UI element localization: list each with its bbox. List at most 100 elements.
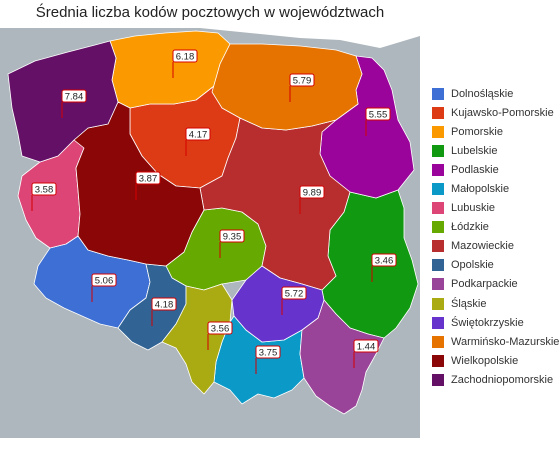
value-text: 4.18 bbox=[155, 299, 174, 310]
value-label-slaskie: 3.56 bbox=[207, 321, 233, 350]
legend-item-warminsko-mazurskie[interactable]: Warmińsko-Mazurskie bbox=[432, 332, 560, 351]
legend-item-dolnoslaskie[interactable]: Dolnośląskie bbox=[432, 84, 560, 103]
legend-item-podkarpackie[interactable]: Podkarpackie bbox=[432, 275, 560, 294]
legend-item-lodzkie[interactable]: Łódzkie bbox=[432, 218, 560, 237]
label-box bbox=[255, 345, 281, 359]
value-text: 5.55 bbox=[369, 109, 388, 120]
value-text: 3.46 bbox=[375, 255, 394, 266]
value-label-mazowieckie: 9.89 bbox=[299, 185, 325, 214]
region-podkarpackie[interactable] bbox=[299, 299, 385, 415]
legend-swatch bbox=[432, 163, 444, 176]
value-text: 9.89 bbox=[303, 187, 322, 198]
label-box bbox=[135, 171, 161, 185]
poland-map[interactable]: 5.06 4.17 6.18 3.46 5.55 3.75 3.58 9.35 9.89 4.18… bbox=[0, 28, 420, 438]
legend-item-mazowieckie[interactable]: Mazowieckie bbox=[432, 237, 560, 256]
region-slaskie[interactable] bbox=[161, 283, 233, 395]
legend-swatch bbox=[432, 144, 444, 157]
legend-swatch bbox=[432, 259, 444, 272]
legend-label: Pomorskie bbox=[451, 125, 503, 138]
legend-label: Małopolskie bbox=[451, 183, 510, 196]
value-label-dolnoslaskie: 5.06 bbox=[91, 273, 117, 302]
value-label-lubelskie: 3.46 bbox=[371, 253, 397, 282]
legend-label: Lubuskie bbox=[451, 202, 496, 215]
value-label-podkarpackie: 1.44 bbox=[353, 339, 379, 368]
region-swietokrzyskie[interactable] bbox=[231, 265, 325, 343]
legend-label: Lubelskie bbox=[451, 144, 498, 157]
value-text: 4.17 bbox=[189, 129, 208, 140]
legend-label: Podkarpackie bbox=[451, 278, 518, 291]
value-label-warminsko-mazurskie: 5.79 bbox=[289, 73, 315, 102]
region-warminsko-mazurskie[interactable] bbox=[211, 43, 363, 131]
legend-label: Zachodniopomorskie bbox=[451, 373, 554, 386]
value-label-lubuskie: 3.58 bbox=[31, 182, 57, 211]
legend-item-wielkopolskie[interactable]: Wielkopolskie bbox=[432, 351, 560, 370]
label-box bbox=[172, 49, 198, 63]
legend-item-slaskie[interactable]: Śląskie bbox=[432, 294, 560, 313]
legend-label: Śląskie bbox=[451, 297, 487, 310]
label-box bbox=[151, 297, 177, 311]
legend-item-podlaskie[interactable]: Podlaskie bbox=[432, 160, 560, 179]
value-text: 9.35 bbox=[223, 231, 242, 242]
map-area[interactable]: 5.06 4.17 6.18 3.46 5.55 3.75 3.58 9.35 9.89 4.18… bbox=[0, 28, 420, 438]
legend-label: Opolskie bbox=[451, 259, 494, 272]
legend-item-swietokrzyskie[interactable]: Świętokrzyskie bbox=[432, 313, 560, 332]
label-box bbox=[91, 273, 117, 287]
value-label-zachodniopomorskie: 7.84 bbox=[61, 89, 87, 118]
value-label-swietokrzyskie: 5.72 bbox=[281, 286, 307, 315]
legend-swatch bbox=[432, 354, 444, 367]
legend-swatch bbox=[432, 240, 444, 253]
legend-item-zachodniopomorskie[interactable]: Zachodniopomorskie bbox=[432, 370, 560, 389]
value-label-podlaskie: 5.55 bbox=[365, 107, 391, 136]
legend-swatch bbox=[432, 106, 444, 119]
legend-swatch bbox=[432, 335, 444, 348]
legend-swatch bbox=[432, 316, 444, 329]
legend-swatch bbox=[432, 278, 444, 291]
legend-label: Świętokrzyskie bbox=[451, 316, 524, 329]
value-text: 3.87 bbox=[139, 173, 158, 184]
legend-item-malopolskie[interactable]: Małopolskie bbox=[432, 179, 560, 198]
value-label-wielkopolskie: 3.87 bbox=[135, 171, 161, 200]
baltic-sea bbox=[0, 28, 420, 48]
legend-label: Mazowieckie bbox=[451, 240, 514, 253]
value-label-opolskie: 4.18 bbox=[151, 297, 177, 326]
label-box bbox=[299, 185, 325, 199]
label-box bbox=[31, 182, 57, 196]
legend-label: Warmińsko-Mazurskie bbox=[451, 335, 560, 348]
legend-label: Wielkopolskie bbox=[451, 354, 519, 367]
legend-swatch bbox=[432, 87, 444, 100]
legend-swatch bbox=[432, 221, 444, 234]
value-text: 5.79 bbox=[293, 75, 312, 86]
legend-swatch bbox=[432, 373, 444, 386]
value-text: 1.44 bbox=[357, 341, 376, 352]
label-box bbox=[371, 253, 397, 267]
label-box bbox=[207, 321, 233, 335]
legend-label: Łódzkie bbox=[451, 221, 489, 234]
value-text: 3.58 bbox=[35, 184, 54, 195]
label-box bbox=[61, 89, 87, 103]
value-text: 5.06 bbox=[95, 275, 114, 286]
legend-item-lubuskie[interactable]: Lubuskie bbox=[432, 199, 560, 218]
label-box bbox=[219, 229, 245, 243]
legend-label: Podlaskie bbox=[451, 163, 499, 176]
legend-item-pomorskie[interactable]: Pomorskie bbox=[432, 122, 560, 141]
legend-item-opolskie[interactable]: Opolskie bbox=[432, 256, 560, 275]
legend-item-lubelskie[interactable]: Lubelskie bbox=[432, 141, 560, 160]
legend-swatch bbox=[432, 183, 444, 196]
value-label-kujawsko-pomorskie: 4.17 bbox=[185, 127, 211, 156]
chart-title: Średnia liczba kodów pocztowych w wojewó… bbox=[35, 4, 385, 21]
value-text: 7.84 bbox=[65, 91, 84, 102]
legend-swatch bbox=[432, 297, 444, 310]
legend-item-kujawsko-pomorskie[interactable]: Kujawsko-Pomorskie bbox=[432, 103, 560, 122]
legend-label: Dolnośląskie bbox=[451, 87, 514, 100]
label-box bbox=[289, 73, 315, 87]
label-box bbox=[185, 127, 211, 141]
legend-swatch bbox=[432, 125, 444, 138]
label-box bbox=[281, 286, 307, 300]
legend-swatch bbox=[432, 202, 444, 215]
legend: Dolnośląskie Kujawsko-Pomorskie Pomorskie L… bbox=[432, 84, 560, 390]
value-text: 3.75 bbox=[259, 347, 278, 358]
legend-label: Kujawsko-Pomorskie bbox=[451, 106, 554, 119]
label-box bbox=[353, 339, 379, 353]
label-box bbox=[365, 107, 391, 121]
value-label-pomorskie: 6.18 bbox=[172, 49, 198, 78]
